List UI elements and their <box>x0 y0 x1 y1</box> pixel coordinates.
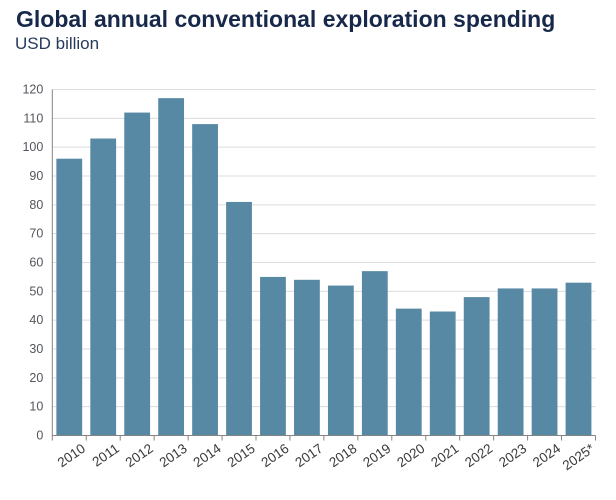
svg-text:30: 30 <box>29 342 43 356</box>
svg-text:70: 70 <box>29 227 43 241</box>
svg-text:2012: 2012 <box>123 441 156 471</box>
svg-text:2010: 2010 <box>55 441 88 471</box>
svg-text:2022: 2022 <box>462 441 495 471</box>
svg-text:10: 10 <box>29 400 43 414</box>
svg-text:2019: 2019 <box>360 441 393 471</box>
svg-text:2024: 2024 <box>530 440 564 470</box>
svg-text:120: 120 <box>22 83 43 97</box>
svg-text:50: 50 <box>29 284 43 298</box>
svg-text:40: 40 <box>29 313 43 327</box>
svg-text:60: 60 <box>29 256 43 270</box>
svg-text:0: 0 <box>36 429 43 443</box>
svg-text:110: 110 <box>23 111 43 125</box>
svg-text:2025*: 2025* <box>560 440 598 473</box>
svg-text:2016: 2016 <box>258 441 291 471</box>
svg-text:2013: 2013 <box>157 441 190 471</box>
svg-text:2023: 2023 <box>496 441 529 471</box>
svg-text:2018: 2018 <box>326 441 359 471</box>
svg-text:2015: 2015 <box>225 441 258 471</box>
svg-text:20: 20 <box>29 371 43 385</box>
svg-text:2020: 2020 <box>394 441 427 471</box>
svg-text:80: 80 <box>29 198 43 212</box>
svg-text:2017: 2017 <box>292 441 325 471</box>
svg-text:90: 90 <box>29 169 43 183</box>
svg-text:2014: 2014 <box>191 440 225 470</box>
svg-text:100: 100 <box>22 140 43 154</box>
svg-text:2011: 2011 <box>90 441 122 470</box>
svg-text:2021: 2021 <box>428 441 461 471</box>
